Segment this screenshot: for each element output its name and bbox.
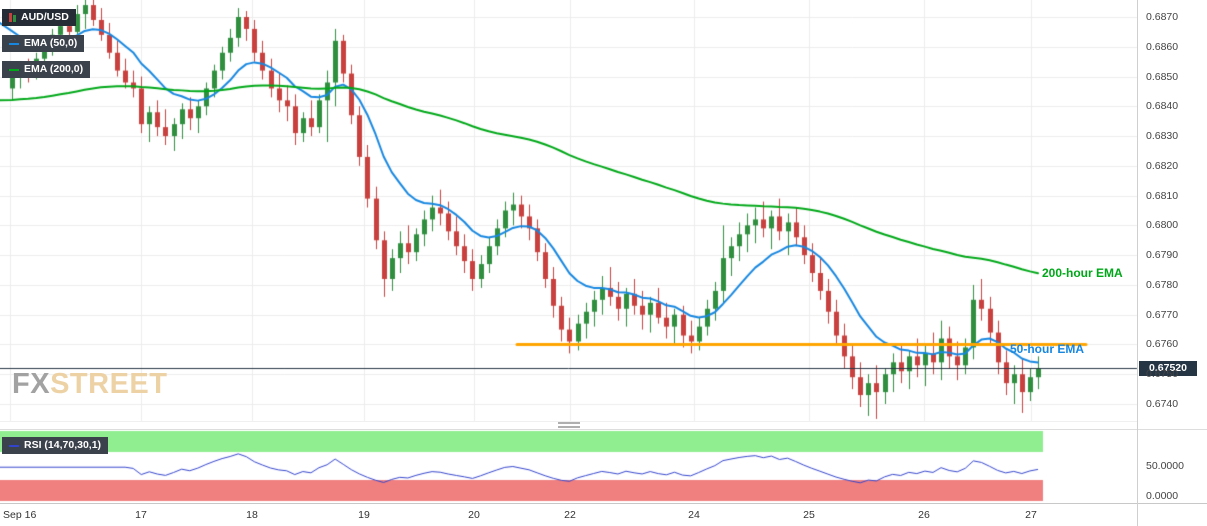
scroll-strip-divider: [0, 421, 1137, 422]
ema200-line-icon: [9, 68, 19, 71]
time-axis-label: 19: [358, 509, 370, 521]
price-axis-label: 0.6830: [1146, 130, 1179, 143]
price-axis-label: 0.6770: [1146, 308, 1179, 321]
ema200-label: EMA (200,0): [24, 63, 84, 75]
legend-rsi-chip[interactable]: RSI (14,70,30,1): [2, 437, 109, 454]
price-axis-label: 0.6780: [1146, 278, 1179, 291]
watermark-street: STREET: [50, 368, 168, 400]
legend-symbol-chip[interactable]: AUD/USD: [2, 9, 76, 26]
time-axis-label: 25: [803, 509, 815, 521]
time-axis-label: 20: [468, 509, 480, 521]
legend-ema50-chip[interactable]: EMA (50,0): [2, 35, 85, 52]
price-axis-label: 0.6760: [1146, 338, 1179, 351]
price-axis-label: 0.6870: [1146, 11, 1179, 23]
price-axis-label: 0.6800: [1146, 219, 1179, 232]
price-axis-label: 0.6810: [1146, 189, 1179, 202]
ema50-label: EMA (50,0): [24, 37, 78, 49]
ema50-annotation: 50-hour EMA: [1010, 342, 1085, 357]
symbol-label: AUD/USD: [21, 11, 69, 23]
time-axis: Sep 16 17 18 19 20 22 24 25 26 27: [0, 503, 1207, 526]
time-axis-label: 17: [135, 509, 147, 521]
price-axis-border: [1137, 0, 1138, 526]
rsi-axis-label: 0.0000: [1146, 490, 1179, 502]
time-axis-label: 18: [246, 509, 258, 521]
time-axis-label: 26: [918, 509, 930, 521]
price-axis-label: 0.6850: [1146, 70, 1179, 83]
legend-ema200-chip[interactable]: EMA (200,0): [2, 61, 91, 78]
price-axis-label: 0.6740: [1146, 398, 1179, 410]
time-axis-label: 22: [564, 509, 576, 521]
time-axis-label: 27: [1025, 509, 1037, 521]
price-axis-label: 0.6860: [1146, 40, 1179, 53]
watermark-fx: FX: [12, 368, 51, 400]
ema200-annotation: 200-hour EMA: [1042, 266, 1123, 281]
panel-divider: [0, 429, 1207, 430]
time-axis-label: Sep 16: [3, 509, 37, 521]
price-axis-label: 0.6820: [1146, 159, 1179, 172]
ema50-line-icon: [9, 42, 19, 45]
fxstreet-watermark: FXSTREET: [12, 368, 167, 401]
price-axis-label: 0.6750: [1146, 368, 1179, 381]
current-price-label: 0.67520: [1139, 361, 1197, 377]
rsi-line-icon: [9, 444, 19, 447]
price-axis-label: 0.6790: [1146, 249, 1179, 262]
rsi-axis-label: 50.0000: [1146, 460, 1184, 472]
rsi-label: RSI (14,70,30,1): [24, 439, 102, 451]
chart-scrollbar-handle[interactable]: [558, 422, 580, 428]
candlestick-icon: [9, 13, 16, 22]
price-axis-label: 0.6840: [1146, 100, 1179, 113]
time-axis-label: 24: [688, 509, 700, 521]
